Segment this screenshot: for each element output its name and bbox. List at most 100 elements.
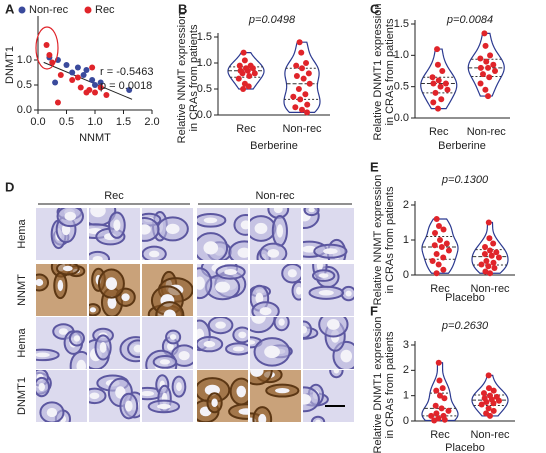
histology-image	[303, 208, 354, 260]
point	[490, 387, 497, 394]
lumen	[255, 292, 264, 304]
histology-image	[197, 317, 248, 369]
row-label: Hema	[16, 327, 28, 357]
lumen	[326, 319, 340, 330]
lumen	[165, 223, 180, 235]
point	[290, 93, 297, 100]
y-axis-label: Relative DNMT1 expression	[372, 4, 384, 141]
lumen	[203, 241, 219, 255]
point	[490, 259, 497, 266]
x-tick-label: Rec	[429, 126, 449, 138]
point	[485, 405, 492, 412]
point	[442, 80, 449, 87]
lumen	[259, 307, 272, 316]
highlight-ellipse	[35, 26, 59, 70]
point	[429, 74, 436, 81]
point	[433, 270, 440, 277]
histology-image	[142, 208, 193, 260]
point	[92, 82, 98, 88]
point	[433, 251, 440, 257]
y-tick-label: 0.5	[17, 79, 32, 91]
x-tick-label: 0.0	[30, 116, 45, 128]
point	[80, 72, 87, 78]
lumen	[99, 342, 107, 353]
point	[487, 247, 493, 254]
y-tick-label: 1.0	[197, 57, 212, 69]
x-axis-label: Berberine	[250, 140, 298, 152]
lumen	[215, 321, 226, 329]
point	[485, 263, 492, 270]
x-tick-label: Non-rec	[470, 429, 510, 441]
lumen	[238, 331, 247, 339]
point	[483, 58, 490, 65]
y-tick-label: 2	[403, 364, 409, 376]
y-axis-label: in CRAs from patients	[384, 331, 396, 438]
point	[487, 412, 493, 419]
point	[240, 49, 247, 56]
point	[303, 60, 310, 66]
point	[77, 84, 84, 91]
point	[438, 244, 445, 250]
point	[246, 73, 253, 79]
row-label: DNMT1	[16, 377, 28, 415]
lumen	[278, 318, 285, 326]
point	[63, 62, 70, 68]
lumen	[237, 247, 248, 258]
lumen	[224, 269, 237, 276]
histology-image	[250, 370, 301, 422]
x-tick-label: Non-rec	[470, 283, 510, 295]
histology-image	[142, 317, 193, 369]
point	[440, 266, 447, 273]
lumen	[142, 224, 151, 235]
point	[437, 237, 443, 243]
point	[302, 91, 309, 98]
point	[441, 395, 448, 402]
p-value: p=0.2630	[441, 320, 489, 332]
histology-image	[36, 317, 87, 369]
lumen	[250, 370, 264, 377]
point	[437, 392, 443, 399]
point	[306, 80, 313, 87]
lumen	[159, 359, 171, 365]
lumen	[303, 326, 308, 334]
point	[492, 68, 499, 74]
point	[485, 385, 492, 392]
point	[292, 104, 299, 111]
y-tick-label: 1	[403, 390, 409, 402]
point	[249, 65, 256, 72]
lumen	[157, 403, 171, 410]
point	[481, 30, 488, 37]
point	[432, 402, 439, 409]
lumen	[273, 208, 283, 214]
point	[439, 68, 446, 74]
point	[293, 73, 300, 79]
point	[440, 254, 447, 261]
group-label: Non-rec	[255, 190, 295, 202]
point	[440, 226, 447, 233]
lumen	[73, 335, 81, 342]
point	[52, 79, 59, 86]
point	[445, 247, 452, 254]
lumen	[215, 281, 231, 293]
histology-image	[197, 264, 248, 316]
point	[495, 254, 502, 261]
lumen	[36, 278, 44, 287]
point	[485, 219, 492, 226]
point	[299, 106, 305, 113]
lumen	[121, 293, 130, 302]
point	[83, 67, 90, 73]
point	[478, 401, 485, 408]
x-tick-label: 0.5	[59, 116, 74, 128]
point	[304, 101, 311, 108]
point	[103, 92, 110, 98]
lumen	[250, 340, 256, 345]
point	[439, 385, 446, 392]
point	[477, 80, 484, 87]
legend-marker	[18, 6, 26, 14]
point	[483, 258, 490, 264]
point	[305, 70, 312, 77]
point	[432, 89, 439, 96]
y-axis-label: in CRAs from patients	[384, 18, 396, 125]
lumen	[267, 248, 280, 258]
panel-label: B	[178, 1, 187, 16]
